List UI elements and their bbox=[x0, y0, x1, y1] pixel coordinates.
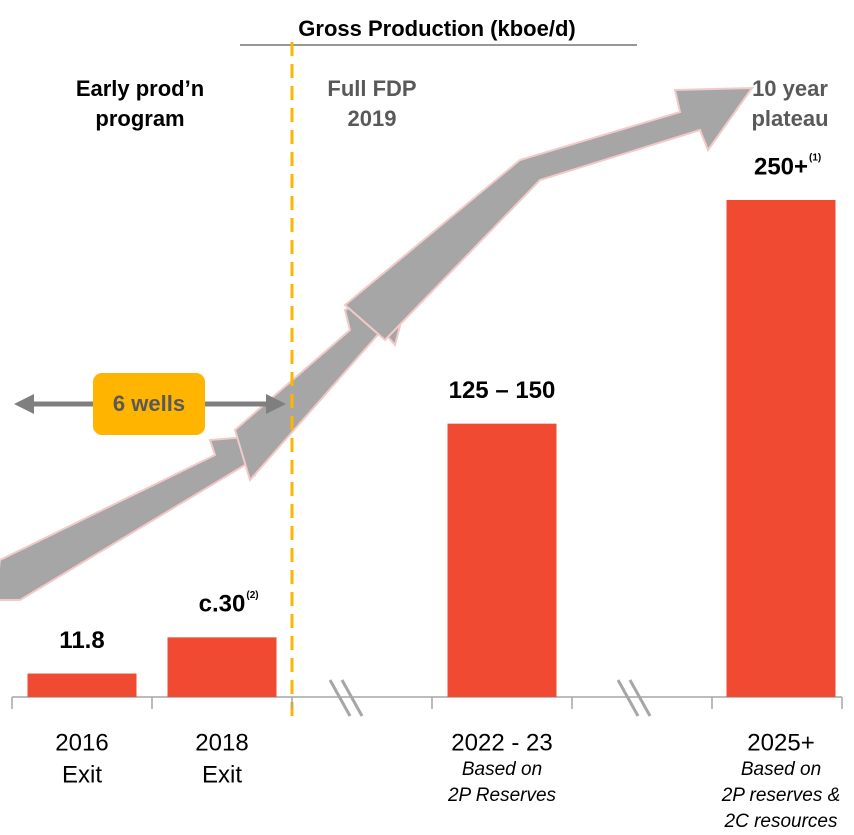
x-tick-label: 2022 - 23 bbox=[451, 729, 552, 756]
category-note: Based on bbox=[462, 759, 542, 780]
early-program-label: Early prod’n bbox=[76, 76, 204, 101]
footnote-marker: (1) bbox=[809, 153, 821, 164]
value-label: 125 – 150 bbox=[449, 377, 556, 404]
category-note: 2P Reserves bbox=[447, 785, 557, 806]
category-note: 2P reserves & bbox=[721, 785, 841, 806]
growth-arrow bbox=[0, 86, 754, 601]
bar bbox=[167, 637, 277, 697]
bar bbox=[447, 423, 557, 697]
x-tick-label: 2025+ bbox=[747, 729, 814, 756]
bar bbox=[27, 673, 137, 697]
chart-title: Gross Production (kboe/d) bbox=[298, 16, 575, 41]
value-label: c.30 bbox=[199, 591, 246, 618]
x-axis bbox=[11, 696, 843, 709]
fdp-label: Full FDP bbox=[327, 76, 416, 101]
early-program-label: program bbox=[95, 106, 184, 131]
plateau-label: plateau bbox=[751, 106, 828, 131]
x-tick-label: 2018 bbox=[195, 729, 248, 756]
category-note: Based on bbox=[741, 759, 821, 780]
wells-range bbox=[14, 373, 286, 435]
bar bbox=[726, 200, 836, 697]
axis-break bbox=[328, 679, 652, 717]
value-label: 250+ bbox=[754, 153, 808, 180]
plateau-label: 10 year bbox=[752, 76, 828, 101]
footnote-marker: (2) bbox=[246, 590, 258, 601]
category-note: 2C resources bbox=[724, 811, 838, 832]
value-label: 11.8 bbox=[59, 627, 104, 654]
category-note: Exit bbox=[62, 761, 102, 788]
fdp-label: 2019 bbox=[348, 106, 397, 131]
wells-label: 6 wells bbox=[113, 391, 185, 416]
x-tick-label: 2016 bbox=[55, 729, 108, 756]
category-note: Exit bbox=[202, 761, 242, 788]
